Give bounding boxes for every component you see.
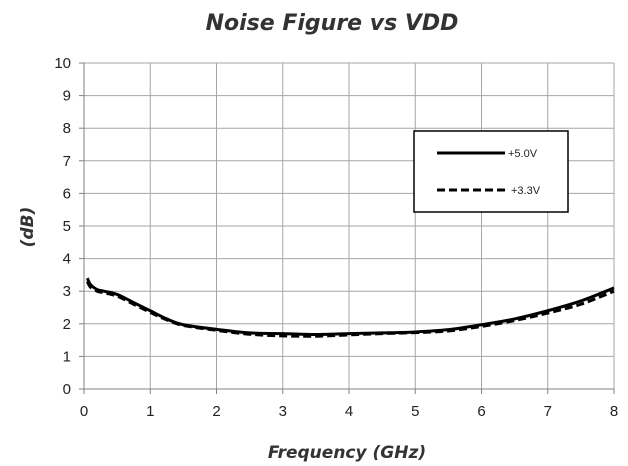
series-line-5v [85,277,615,337]
plot-axes [79,62,615,394]
x-tick-label: 3 [279,403,287,420]
series-layer [85,277,615,338]
x-tick-label: 4 [345,403,353,420]
y-tick-label: 0 [63,381,71,398]
x-tick-label: 7 [544,403,552,420]
y-tick-label: 9 [63,88,71,105]
x-tick-label: 5 [411,403,419,420]
y-tick-label: 2 [63,316,71,333]
x-tick-labels: 0 1 2 3 4 5 6 7 8 [80,403,618,420]
y-tick-label: 6 [63,185,71,202]
plot-grid [83,62,615,390]
legend: +5.0V +3.3V [413,130,569,213]
legend-label-3v3: +3.3V [511,185,541,197]
legend-box [413,130,569,213]
x-tick-label: 1 [146,403,154,420]
x-axis-label: Frequency (GHz) [268,443,426,463]
legend-label-5v: +5.0V [508,148,538,160]
y-tick-label: 3 [63,283,71,300]
x-tick-label: 0 [80,403,88,420]
y-tick-label: 1 [63,348,71,365]
x-tick-label: 8 [610,403,618,420]
x-tick-label: 2 [212,403,220,420]
y-tick-label: 4 [63,251,71,268]
chart-title: Noise Figure vs VDD [206,11,459,36]
y-axis-label: (dB) [18,207,38,248]
y-tick-label: 5 [63,218,71,235]
y-tick-label: 8 [63,120,71,137]
y-tick-label: 7 [63,153,71,170]
x-tick-label: 6 [477,403,485,420]
y-tick-labels: 0 1 2 3 4 5 6 7 8 9 10 [54,55,71,398]
y-tick-label: 10 [54,55,71,72]
series-line-3v3 [85,280,615,338]
